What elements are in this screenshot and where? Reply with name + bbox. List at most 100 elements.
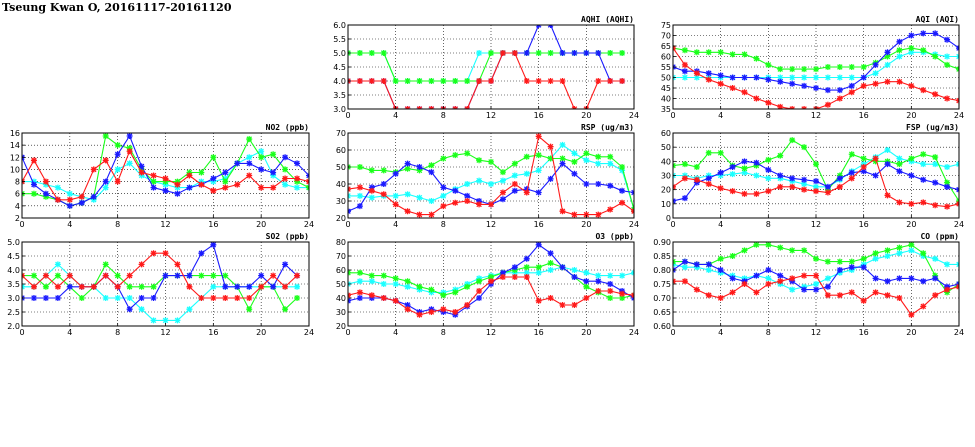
y-tick-label: 60 [661,129,671,138]
data-point [717,295,724,301]
y-tick-label: 6.0 [333,21,346,30]
data-point [476,78,483,84]
data-point [452,309,459,315]
data-point [583,283,590,290]
data-point [547,295,554,301]
data-point [824,189,831,196]
data-point [753,95,760,102]
data-point [356,164,363,170]
data-point [452,78,459,84]
data-point [282,181,289,188]
data-point [78,199,85,206]
data-point [559,160,566,167]
data-point [860,168,867,175]
data-point [813,161,819,168]
data-point [162,272,169,279]
data-point [872,275,879,282]
data-point [66,202,73,209]
y-tick-label: 75 [661,21,671,30]
y-tick-label: 0.65 [653,308,671,317]
y-tick-label: 2.0 [7,322,20,331]
data-point [499,169,506,176]
data-point [452,199,459,206]
chart-o3: 0 4 8 12 16 20 24 20 30 40 50 60 70 80 O3 (ppb) [336,232,639,337]
series-line-s1 [348,52,623,109]
data-point [944,164,951,170]
data-point [860,82,867,89]
x-tick-label: 8 [115,220,120,229]
data-point [440,192,447,199]
data-point [813,183,819,190]
plot-area [673,30,959,109]
x-tick-label: 4 [718,111,723,120]
data-point [404,78,411,84]
data-point [440,292,447,299]
y-tick-label: 30 [661,172,671,181]
data-point [559,141,566,148]
data-point [138,306,145,313]
data-point [559,264,566,271]
chart-title: SO2 (ppb) [266,232,309,241]
data-point [258,154,265,161]
data-point [872,80,879,87]
data-point [729,289,736,296]
data-point [777,244,784,251]
data-point [681,61,688,68]
data-point [356,289,363,296]
data-point [681,264,688,271]
data-point [282,261,289,268]
plot-area [348,133,634,218]
data-point [222,169,229,176]
y-tick-label: 40 [661,95,671,104]
x-tick-label: 12 [486,111,496,120]
data-point [717,255,724,262]
data-point [78,193,85,200]
data-point [765,267,772,273]
data-point [753,74,760,81]
data-point [294,184,301,191]
data-point [607,206,614,213]
data-point [836,258,843,265]
data-point [416,283,423,290]
x-tick-label: 4 [718,328,723,337]
data-point [717,267,724,273]
data-point [824,292,831,299]
x-tick-label: 0 [670,111,675,120]
data-point [222,295,229,301]
data-point [270,184,277,191]
y-tick-label: 0 [666,214,671,223]
data-point [535,269,542,276]
x-tick-label: 16 [534,328,544,337]
data-point [162,175,169,182]
series-line-s3 [348,52,623,82]
data-point [511,187,518,194]
data-point [535,189,542,196]
data-point [90,166,97,173]
data-point [368,78,375,84]
data-point [356,50,363,56]
data-point [789,286,796,293]
y-tick-label: 3.5 [7,280,20,289]
data-point [848,264,855,271]
y-tick-label: 3.0 [333,105,346,114]
chart-rsp: 0 4 8 12 16 20 24 20 30 40 50 60 70 RSP (ug/m3) [336,123,639,229]
data-point [511,264,518,271]
data-point [789,137,796,144]
y-tick-label: 4.0 [333,77,346,86]
data-point [848,175,855,182]
data-point [741,74,748,81]
x-tick-label: 12 [160,220,170,229]
data-point [499,177,506,184]
data-point [848,74,855,81]
data-point [126,145,133,152]
chart-fsp: 0 4 8 12 16 20 24 0 10 20 30 40 50 60 FSP (ug/m3) [661,123,964,229]
data-point [66,272,73,279]
data-point [246,283,253,290]
data-point [836,267,843,273]
data-point [258,283,265,290]
data-point [162,178,169,185]
data-point [753,55,760,62]
data-point [571,150,578,157]
